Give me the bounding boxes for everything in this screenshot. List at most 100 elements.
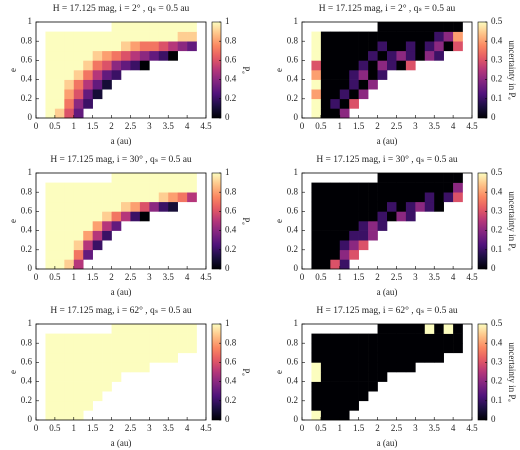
heatmap-cell (130, 352, 141, 363)
heatmap-cell (130, 182, 141, 193)
heatmap-cell (311, 98, 322, 109)
heatmap-cell (54, 60, 65, 71)
heatmap-cell (64, 333, 75, 344)
heatmap-cell (64, 79, 75, 90)
heatmap-cell (349, 372, 359, 382)
heatmap-cell (149, 22, 160, 32)
y-tick-label: 1 (294, 318, 299, 328)
heatmap-cell (368, 211, 378, 222)
heatmap-cell (121, 201, 131, 212)
heatmap-cell (45, 98, 56, 109)
heatmap-cell (320, 211, 331, 222)
heatmap-cell (387, 211, 397, 222)
x-axis-label: a (au) (111, 438, 132, 448)
heatmap-cell (177, 182, 188, 193)
x-tick-label: 0 (34, 272, 39, 282)
heatmap-cell (368, 372, 378, 382)
heatmap-cell (320, 31, 331, 42)
colorbar-tick-label: 1 (225, 16, 230, 26)
heatmap-cell (83, 31, 93, 42)
heatmap-cell (83, 211, 93, 222)
y-tick-label: 0.6 (21, 54, 33, 64)
y-tick-label: 1 (294, 167, 299, 177)
heatmap-cell (111, 362, 122, 373)
y-tick-label: 0.8 (287, 337, 299, 347)
heatmap-cell (102, 381, 112, 392)
heatmap-cell (73, 333, 84, 344)
x-tick-label: 2 (375, 121, 380, 131)
heatmap-cell (311, 182, 322, 193)
heatmap-cell (405, 31, 416, 42)
heatmap-cell (424, 352, 435, 363)
heatmap-cell (349, 192, 359, 203)
heatmap-cell (139, 50, 150, 61)
chart-title: H = 17.125 mag, i = 62° , qₛ = 0.5 au (316, 305, 458, 316)
heatmap-cell (311, 192, 322, 203)
heatmap-cell (139, 352, 150, 363)
heatmap-cell (64, 221, 75, 231)
heatmap-cell (320, 98, 331, 109)
heatmap-cell (73, 31, 84, 42)
heatmap-cell (443, 182, 454, 193)
heatmap-cell (349, 381, 359, 392)
heatmap-cell (387, 60, 397, 71)
heatmap-cell (64, 391, 75, 402)
heatmap-cell (396, 324, 407, 334)
heatmap-cell (102, 182, 112, 193)
heatmap-cell (405, 352, 416, 363)
x-tick-label: 3.5 (429, 272, 441, 282)
heatmap-cell (45, 70, 56, 80)
x-tick-label: 3.5 (163, 423, 175, 433)
colorbar (477, 323, 488, 421)
heatmap-cell (349, 362, 359, 373)
heatmap-cell (102, 372, 112, 382)
heatmap-cell (405, 41, 416, 52)
colorbar-tick-label: 0.4 (491, 35, 503, 45)
heatmap-cell (387, 352, 397, 363)
heatmap-cell (339, 182, 350, 193)
heatmap-cell (368, 333, 378, 344)
y-tick-label: 0 (28, 112, 33, 122)
x-tick-label: 3.5 (163, 272, 175, 282)
heatmap-cell (396, 182, 407, 193)
y-tick-label: 1 (28, 16, 33, 26)
heatmap-cell (158, 352, 169, 363)
heatmap-cell (339, 240, 350, 251)
heatmap-cell (83, 70, 93, 80)
heatmap-cell (158, 50, 169, 61)
colorbar-tick-label: 0.2 (491, 74, 502, 84)
heatmap-cell (54, 372, 65, 382)
heatmap-cell (92, 89, 103, 100)
x-tick-label: 1.5 (87, 272, 99, 282)
heatmap-cell (83, 60, 93, 71)
heatmap-cell (102, 79, 112, 90)
heatmap-cell (121, 333, 131, 344)
heatmap-cell (139, 343, 150, 354)
heatmap-cell (168, 333, 178, 344)
heatmap-cell (311, 108, 322, 119)
heatmap-cell (358, 230, 369, 241)
heatmap-cell (54, 182, 65, 193)
heatmap-cell (64, 98, 75, 109)
heatmap-cell (158, 343, 169, 354)
heatmap-cell (64, 381, 75, 392)
heatmap-cell (92, 201, 103, 212)
heatmap-cell (330, 240, 341, 251)
heatmap-cell (83, 400, 93, 411)
heatmap-cell (311, 249, 322, 260)
heatmap-cell (377, 324, 388, 334)
heatmap-cell (330, 201, 341, 212)
y-tick-label: 0.8 (287, 35, 299, 45)
heatmap-cell (320, 201, 331, 212)
axes-frame (35, 323, 207, 421)
heatmap-cell (158, 201, 169, 212)
heatmap-cell (358, 221, 369, 231)
heatmap-cell (405, 192, 416, 203)
x-tick-label: 0.5 (315, 121, 327, 131)
heatmap-cell (111, 201, 122, 212)
heatmap-cell (358, 31, 369, 42)
y-tick-label: 0.4 (21, 376, 33, 386)
heatmap-cell (405, 22, 416, 32)
heatmap-cell (387, 41, 397, 52)
heatmap-cell (139, 173, 150, 183)
